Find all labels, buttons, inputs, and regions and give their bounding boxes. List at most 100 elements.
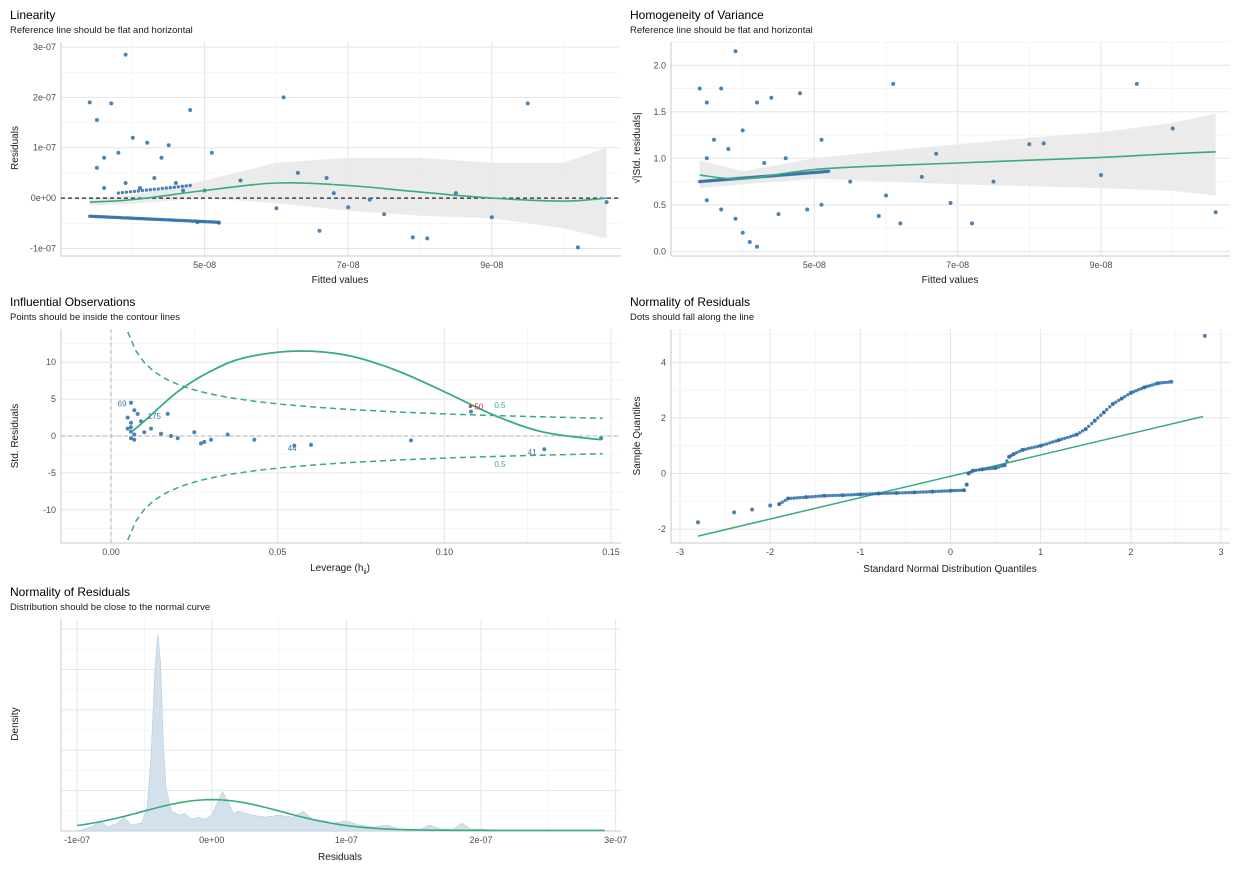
qq-point [980, 467, 985, 472]
linearity-point [324, 176, 329, 180]
qq-point [873, 492, 878, 496]
homogeneity-point [970, 221, 974, 226]
influential-y-tick-label: -5 [48, 468, 56, 478]
qq-point [1078, 431, 1082, 435]
influential-plot-area: 0.00 0.05 0.10 0.15 -10 -5 0 5 10 0.5 0.5 69 175 44 50… [43, 329, 621, 557]
qq-point [1148, 384, 1152, 388]
qq-point [1074, 432, 1079, 437]
qq-point [882, 491, 887, 495]
qq-point [1042, 443, 1046, 447]
linearity-point [140, 188, 145, 193]
influential-point [129, 420, 133, 425]
qq-point [1081, 429, 1085, 433]
density-x-tick-label: 0e+00 [199, 835, 224, 845]
qq-point [1096, 416, 1100, 420]
density-subtitle: Distribution should be close to the norm… [10, 602, 210, 613]
qq-point [906, 490, 911, 495]
qq-point [1099, 413, 1103, 417]
qq-x-tick-label: -1 [856, 547, 864, 557]
qq-point [1142, 385, 1147, 390]
linearity-point [331, 191, 336, 196]
qq-point [954, 488, 958, 493]
qq-point [891, 491, 896, 495]
qq-point [696, 520, 700, 525]
qq-point [1105, 407, 1109, 412]
qq-point [1126, 393, 1130, 397]
linearity-panel: Linearity Reference line should be flat … [10, 8, 621, 286]
qq-point [879, 491, 884, 496]
homogeneity-panel: Homogeneity of Variance Reference line s… [630, 8, 1230, 286]
qq-point [828, 493, 832, 498]
qq-point [1038, 443, 1043, 448]
influential-point [159, 431, 163, 436]
qq-reference-line [697, 415, 1204, 537]
density-title: Normality of Residuals [10, 585, 130, 599]
homogeneity-point [776, 212, 781, 217]
qq-point [894, 491, 899, 495]
qq-point [750, 507, 755, 512]
homogeneity-plot-area: 5e-08 7e-08 9e-08 0.0 0.5 1.0 1.5 2.0 [653, 41, 1230, 270]
homogeneity-point [740, 128, 745, 133]
influential-x-tick-label: 0.05 [269, 547, 287, 557]
qq-point [939, 489, 944, 493]
homogeneity-x-tick-label: 5e-08 [803, 260, 826, 270]
qq-point [792, 496, 796, 500]
qq-point [1036, 444, 1040, 449]
homogeneity-point [884, 193, 888, 198]
linearity-smooth-line [89, 181, 607, 203]
qq-point [921, 490, 926, 494]
qq-point [846, 493, 850, 497]
influential-y-tick-label: -10 [43, 505, 56, 515]
homogeneity-point [1213, 210, 1218, 215]
linearity-point [180, 184, 184, 188]
linearity-point [176, 185, 180, 189]
linearity-point [525, 101, 530, 106]
linearity-plot-area: 5e-08 7e-08 9e-08 -1e-07 0e+00 1e-07 2e-07 3e-0… [30, 42, 621, 270]
qq-point [1023, 447, 1028, 451]
qq-point [993, 466, 998, 470]
influential-contour-label-upper: 0.5 [494, 401, 506, 410]
influential-x-tick-label: 0.10 [436, 547, 454, 557]
homogeneity-point [719, 207, 724, 212]
qq-point [1060, 437, 1064, 441]
qq-subtitle: Dots should fall along the line [630, 312, 754, 323]
influential-point [129, 436, 133, 441]
qq-point [888, 491, 893, 495]
homogeneity-point [891, 81, 896, 86]
linearity-point [156, 187, 160, 191]
influential-ylabel: Std. Residuals [10, 404, 21, 468]
linearity-x-tick-label: 5e-08 [193, 260, 216, 270]
influential-y-tick-label: 5 [51, 394, 56, 404]
homogeneity-point [898, 221, 903, 226]
linearity-point [136, 189, 141, 193]
qq-point [825, 494, 829, 498]
homogeneity-point [1134, 81, 1139, 86]
qq-point [780, 500, 784, 504]
qq-point [933, 489, 938, 494]
linearity-point [120, 190, 125, 195]
qq-point [1092, 418, 1097, 423]
qq-point [1007, 454, 1012, 459]
qq-point [837, 493, 841, 497]
linearity-point [130, 135, 135, 140]
qq-point [789, 496, 793, 500]
linearity-point [138, 186, 142, 190]
qq-point [927, 490, 932, 494]
qq-point [852, 492, 856, 497]
homogeneity-point [1027, 142, 1032, 147]
qq-y-tick-label: 0 [661, 469, 666, 479]
linearity-point [367, 197, 372, 202]
influential-y-tick-label: 0 [51, 431, 56, 441]
qq-point [999, 464, 1004, 468]
linearity-y-tick-label: 1e-07 [33, 143, 56, 153]
qq-xlabel: Standard Normal Distribution Quantiles [863, 564, 1036, 575]
linearity-x-tick-label: 9e-08 [480, 260, 503, 270]
linearity-point [173, 181, 178, 185]
influential-panel: Influential Observations Points should b… [10, 295, 621, 576]
influential-point [132, 408, 137, 413]
homogeneity-point [848, 179, 853, 184]
linearity-point [102, 155, 107, 160]
influential-point-label: 44 [288, 444, 297, 453]
homogeneity-point [769, 95, 774, 100]
qq-point [1202, 333, 1207, 338]
